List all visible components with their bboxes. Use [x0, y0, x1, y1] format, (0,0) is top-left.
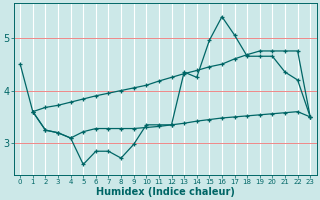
X-axis label: Humidex (Indice chaleur): Humidex (Indice chaleur): [96, 187, 235, 197]
